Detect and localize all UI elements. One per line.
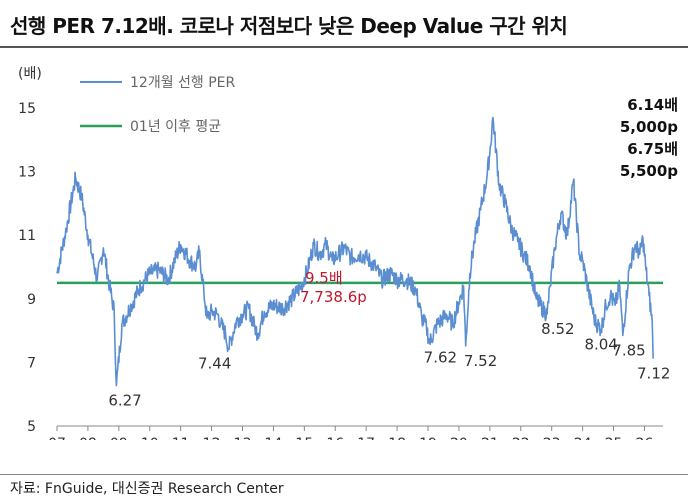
- x-tick-label: 19: [419, 436, 437, 440]
- x-axis-ticks: 07 08 09 10 11 12 13 14 15 16 17 18 19 20 21 22 23 24 25 26: [48, 426, 653, 440]
- right-note-2: 5,000p: [620, 118, 678, 136]
- y-axis-ticks: 5 7 9 11 13 15: [18, 101, 36, 435]
- y-tick-label: 9: [27, 292, 36, 308]
- low-point-label: 7.44: [198, 354, 231, 372]
- x-tick-label: 25: [605, 436, 623, 440]
- right-note-3: 6.75배: [627, 140, 678, 158]
- x-tick-label: 20: [450, 436, 468, 440]
- x-tick-label: 14: [265, 436, 283, 440]
- y-axis-label: (배): [18, 66, 42, 82]
- right-note-1: 6.14배: [627, 96, 678, 114]
- x-tick-label: 11: [172, 436, 190, 440]
- x-tick-label: 17: [357, 436, 375, 440]
- low-point-label: 8.04: [584, 335, 617, 353]
- low-point-label: 7.62: [424, 349, 457, 367]
- average-index-label: 7,738.6p: [300, 288, 367, 306]
- chart-legend: 12개월 선행 PER 01년 이후 평균: [80, 75, 236, 135]
- average-value-label: 9.5배: [305, 269, 343, 287]
- per-series-line: [56, 116, 654, 387]
- chart-title: 선행 PER 7.12배. 코로나 저점보다 낮은 Deep Value 구간 …: [10, 14, 568, 38]
- y-tick-label: 5: [27, 419, 36, 435]
- right-note-4: 5,500p: [620, 162, 678, 180]
- x-tick-label: 13: [234, 436, 252, 440]
- x-tick-label: 24: [574, 436, 592, 440]
- low-point-annotations: 6.27 7.44 7.62 7.52 8.52 8.047.85 7.12: [108, 320, 670, 410]
- per-line-chart: 5 7 9 11 13 15 07 08 09 10 11 12 13 14 15 16 17 18 19 20 21…: [18, 66, 678, 440]
- low-point-label: 7.85: [612, 341, 645, 359]
- x-tick-label: 10: [141, 436, 159, 440]
- title-divider: [0, 46, 688, 48]
- y-tick-label: 7: [27, 355, 36, 371]
- x-tick-label: 16: [326, 436, 344, 440]
- x-tick-label: 21: [481, 436, 499, 440]
- right-notes: 6.14배 5,000p 6.75배 5,500p: [620, 96, 678, 180]
- x-tick-label: 26: [636, 436, 654, 440]
- x-tick-label: 23: [543, 436, 561, 440]
- legend-label-average: 01년 이후 평균: [130, 119, 221, 135]
- y-tick-label: 11: [18, 228, 36, 244]
- low-point-label: 8.52: [541, 320, 574, 338]
- legend-label-per: 12개월 선행 PER: [130, 75, 236, 91]
- x-tick-label: 22: [512, 436, 530, 440]
- low-point-label: 6.27: [108, 392, 141, 410]
- x-tick-label: 08: [79, 436, 97, 440]
- x-tick-label: 15: [295, 436, 313, 440]
- x-tick-label: 18: [388, 436, 406, 440]
- x-tick-label: 07: [48, 436, 66, 440]
- footer-divider: [0, 474, 688, 475]
- x-tick-label: 12: [203, 436, 221, 440]
- low-point-label: 7.52: [464, 352, 497, 370]
- y-tick-label: 15: [18, 101, 36, 117]
- y-tick-label: 13: [18, 165, 36, 181]
- x-tick-label: 09: [110, 436, 128, 440]
- source-note: 자료: FnGuide, 대신증권 Research Center: [10, 481, 284, 497]
- low-point-label: 7.12: [637, 365, 670, 383]
